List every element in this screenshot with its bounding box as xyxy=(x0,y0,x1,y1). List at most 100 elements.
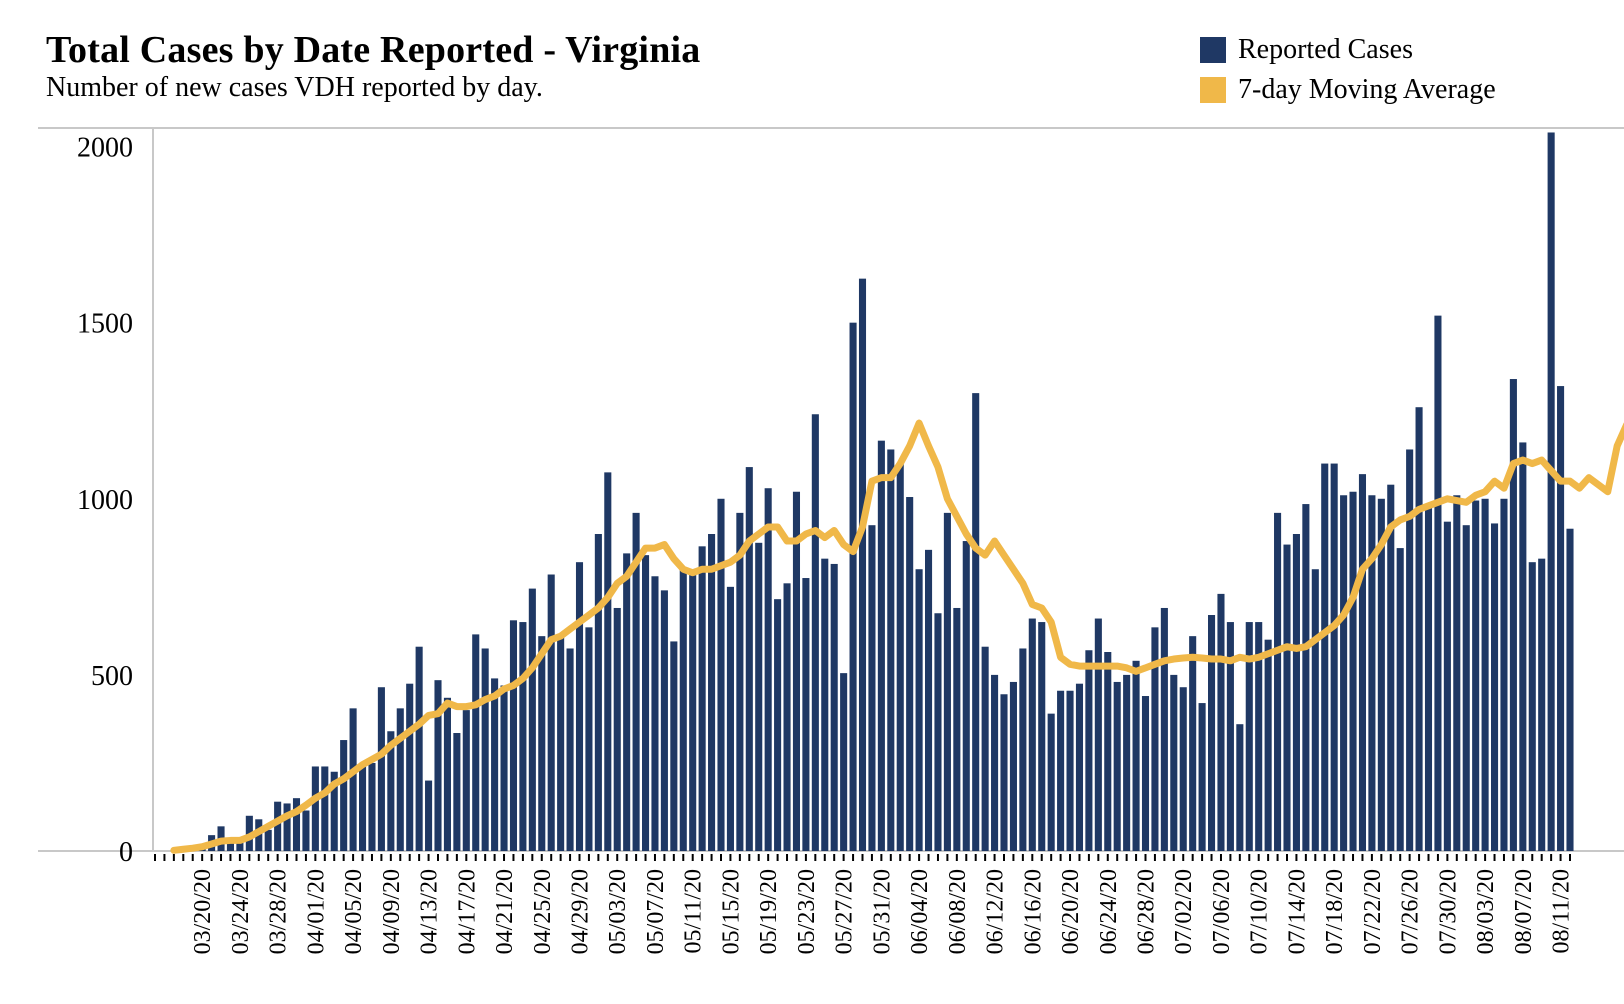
bar-reported-cases xyxy=(406,683,414,851)
bar-reported-cases xyxy=(1000,694,1008,851)
bar-reported-cases xyxy=(774,599,782,851)
bar-reported-cases xyxy=(302,810,310,851)
bar-reported-cases xyxy=(1047,713,1055,851)
bar-reported-cases xyxy=(868,525,876,851)
x-tick-label: 05/19/20 xyxy=(756,869,782,954)
x-tick-label: 07/10/20 xyxy=(1247,869,1273,954)
chart-title: Total Cases by Date Reported - Virginia xyxy=(46,29,701,71)
bar-reported-cases xyxy=(557,636,565,851)
bar-reported-cases xyxy=(425,780,433,851)
y-tick-label: 2000 xyxy=(77,133,133,164)
bar-reported-cases xyxy=(802,578,810,851)
x-tick-label: 07/06/20 xyxy=(1209,869,1235,954)
bar-reported-cases xyxy=(642,555,650,851)
x-tick-label: 05/15/20 xyxy=(718,869,744,954)
line-moving-average xyxy=(170,419,1624,854)
bar-reported-cases xyxy=(453,733,461,851)
bar-reported-cases xyxy=(698,546,706,851)
bar-reported-cases xyxy=(840,673,848,851)
bar-reported-cases xyxy=(1123,674,1131,851)
bar-reported-cases xyxy=(368,762,376,851)
bar-reported-cases xyxy=(1528,562,1536,851)
x-tick-label: 06/08/20 xyxy=(945,869,971,954)
bar-reported-cases xyxy=(887,449,895,851)
bar-reported-cases xyxy=(1330,463,1338,851)
bar-reported-cases xyxy=(1340,495,1348,851)
bar-reported-cases xyxy=(1396,548,1404,851)
x-tick-label: 06/20/20 xyxy=(1058,869,1084,954)
bar-reported-cases xyxy=(1255,622,1263,851)
bar-reported-cases xyxy=(632,512,640,851)
x-tick-label: 04/13/20 xyxy=(417,869,443,954)
bar-reported-cases xyxy=(575,562,584,851)
bar-reported-cases xyxy=(1377,498,1385,851)
bar-reported-cases xyxy=(1547,132,1555,852)
x-tick-label: 07/22/20 xyxy=(1360,869,1386,954)
chart-subtitle: Number of new cases VDH reported by day. xyxy=(46,72,543,103)
bar-reported-cases xyxy=(1443,521,1451,851)
x-axis-ticks: 03/20/20 03/24/20 03/28/20 04/01/20 04/05/20… xyxy=(154,854,1575,954)
bar-reported-cases xyxy=(1236,724,1244,851)
x-tick-label: 08/03/20 xyxy=(1473,869,1499,954)
x-tick-label: 05/03/20 xyxy=(605,869,631,954)
bar-reported-cases xyxy=(1406,449,1414,851)
x-tick-label: 06/16/20 xyxy=(1020,869,1046,954)
x-tick-label: 04/25/20 xyxy=(530,869,556,954)
line-series-moving-average xyxy=(170,419,1624,854)
bar-reported-cases xyxy=(981,646,989,851)
bar-reported-cases xyxy=(500,685,508,851)
bar-reported-cases xyxy=(830,563,838,851)
x-tick-label: 05/11/20 xyxy=(681,869,707,953)
bar-reported-cases xyxy=(1198,703,1206,851)
bar-reported-cases xyxy=(660,590,668,851)
y-tick-label: 1000 xyxy=(77,485,133,516)
bar-reported-cases xyxy=(585,627,593,851)
legend-item-reported-cases: Reported Cases xyxy=(1200,30,1496,70)
bar-reported-cases xyxy=(472,634,480,851)
legend-label-reported-cases: Reported Cases xyxy=(1238,34,1413,65)
legend-swatch-moving-average xyxy=(1200,77,1226,103)
x-tick-label: 04/05/20 xyxy=(341,869,367,954)
x-tick-label: 08/07/20 xyxy=(1511,869,1537,954)
bar-reported-cases xyxy=(1434,315,1442,851)
x-tick-label: 08/11/20 xyxy=(1549,869,1575,953)
bar-reported-cases xyxy=(1057,690,1065,851)
bar-reported-cases xyxy=(1311,569,1319,851)
bar-reported-cases xyxy=(264,829,272,851)
x-tick-label: 04/17/20 xyxy=(454,869,480,954)
x-tick-label: 05/27/20 xyxy=(832,869,858,954)
bar-reported-cases xyxy=(1094,618,1102,851)
bar-reported-cases xyxy=(1387,484,1395,851)
bar-reported-cases xyxy=(1368,495,1376,851)
bar-reported-cases xyxy=(1226,622,1234,851)
bar-reported-cases xyxy=(491,678,499,851)
bar-reported-cases xyxy=(679,569,687,851)
bar-reported-cases xyxy=(1462,525,1470,851)
x-tick-label: 04/29/20 xyxy=(568,869,594,954)
bar-reported-cases xyxy=(1292,534,1300,851)
bar-reported-cases xyxy=(1160,607,1168,851)
bar-reported-cases xyxy=(1009,681,1017,851)
bar-reported-cases xyxy=(1189,636,1197,851)
bar-reported-cases xyxy=(1217,593,1225,851)
bar-reported-cases xyxy=(1038,622,1046,851)
bar-reported-cases xyxy=(1245,622,1253,851)
bar-reported-cases xyxy=(1453,495,1461,851)
bar-reported-cases xyxy=(821,558,829,851)
bar-reported-cases xyxy=(236,838,244,851)
bar-reported-cases xyxy=(811,414,819,851)
x-tick-label: 03/20/20 xyxy=(190,869,216,954)
bar-reported-cases xyxy=(736,512,744,851)
x-tick-label: 07/14/20 xyxy=(1284,869,1310,954)
bar-reported-cases xyxy=(415,646,423,851)
bar-reported-cases xyxy=(943,512,951,851)
bar-reported-cases xyxy=(594,534,602,851)
bar-reported-cases xyxy=(972,393,980,851)
bar-reported-cases xyxy=(547,574,555,851)
bar-reported-cases xyxy=(359,762,367,851)
bar-reported-cases xyxy=(1104,652,1112,851)
bar-reported-cases xyxy=(538,636,546,851)
bar-reported-cases xyxy=(1066,690,1074,851)
bar-reported-cases xyxy=(877,440,885,851)
x-tick-label: 06/28/20 xyxy=(1134,869,1160,954)
